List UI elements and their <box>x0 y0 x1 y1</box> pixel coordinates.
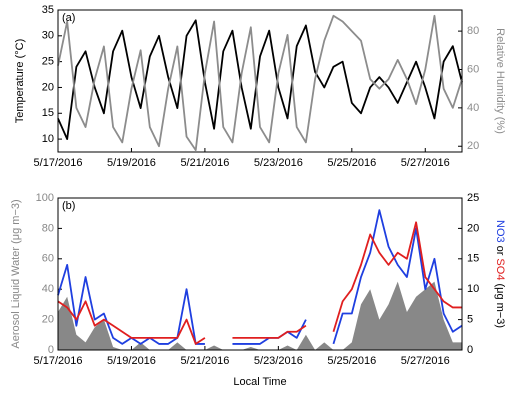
x-tick-label: 5/21/2016 <box>180 157 229 169</box>
panel-label: (b) <box>62 200 75 212</box>
y2-tick-label: 15 <box>467 253 479 265</box>
line <box>332 221 462 333</box>
line <box>57 263 205 345</box>
y-tick-label: 15 <box>42 107 54 119</box>
x-axis-label: Local Time <box>233 376 286 388</box>
y-tick-label: 80 <box>42 222 54 234</box>
y2-axis-label: Relative Humidity (%) <box>494 28 506 134</box>
y-axis-label: Temperature (°C) <box>14 39 26 123</box>
x-tick-label: 5/19/2016 <box>107 157 156 169</box>
x-tick-label: 5/21/2016 <box>180 355 229 367</box>
y-tick-label: 10 <box>42 133 54 145</box>
y2-axis-label: NO3 or SO4 (μg m−3) <box>494 220 506 328</box>
y-tick-label: 35 <box>42 4 54 16</box>
x-tick-label: 5/23/2016 <box>254 157 303 169</box>
x-tick-label: 5/25/2016 <box>327 355 376 367</box>
line <box>57 300 206 345</box>
y2-tick-label: 20 <box>467 222 479 234</box>
y2-tick-label: 40 <box>467 102 479 114</box>
y2-tick-label: 25 <box>467 192 479 204</box>
y-tick-label: 60 <box>42 253 54 265</box>
y2-tick-label: 80 <box>467 25 479 37</box>
legend-entry: SO4 <box>494 258 506 280</box>
line <box>57 19 463 140</box>
y-tick-label: 20 <box>42 314 54 326</box>
x-tick-label: 5/25/2016 <box>327 157 376 169</box>
y2-tick-label: 0 <box>467 344 473 356</box>
y-tick-label: 20 <box>42 81 54 93</box>
x-tick-label: 5/17/2016 <box>34 355 83 367</box>
y2-tick-label: 5 <box>467 314 473 326</box>
y2-tick-label: 60 <box>467 63 479 75</box>
line <box>57 14 463 151</box>
x-tick-label: 5/23/2016 <box>254 355 303 367</box>
area <box>58 281 462 350</box>
y2-tick-label: 20 <box>467 140 479 152</box>
plot-frame <box>57 9 463 153</box>
y-axis-label: Aerosol Liquid Water (μg m−3) <box>10 199 22 348</box>
y2-axis-label-part: (μg m−3) <box>494 283 506 328</box>
line <box>332 209 463 345</box>
x-tick-label: 5/27/2016 <box>401 355 450 367</box>
plot-frame <box>57 197 463 351</box>
panel-label: (a) <box>62 12 75 24</box>
x-tick-label: 5/17/2016 <box>34 157 83 169</box>
x-tick-label: 5/19/2016 <box>107 355 156 367</box>
y-tick-label: 100 <box>36 192 54 204</box>
line <box>232 324 307 339</box>
y2-axis-label-part: or <box>494 246 506 256</box>
y-tick-label: 0 <box>48 344 54 356</box>
y-tick-label: 40 <box>42 283 54 295</box>
x-tick-label: 5/27/2016 <box>401 157 450 169</box>
legend-entry: NO3 <box>494 220 506 243</box>
y2-tick-label: 10 <box>467 283 479 295</box>
y-tick-label: 30 <box>42 30 54 42</box>
y-tick-label: 25 <box>42 56 54 68</box>
